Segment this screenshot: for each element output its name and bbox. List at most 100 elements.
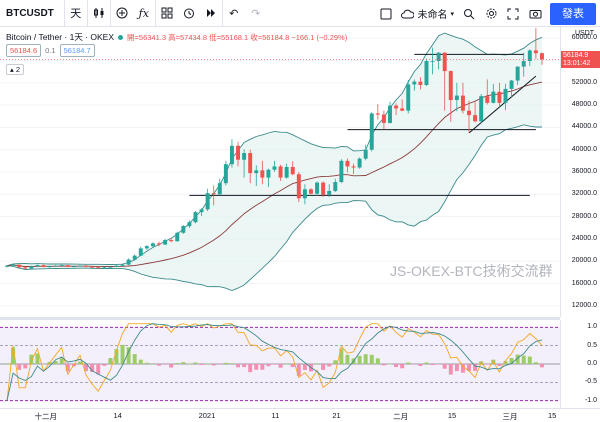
bar-countdown: 13:01:42 xyxy=(563,60,591,68)
candle-body xyxy=(163,240,168,245)
save-layout-button[interactable]: 未命名 ▾ xyxy=(397,0,458,27)
chart-legend: Bitcoin / Tether · 1天 · OKEX 開=56341.3 高… xyxy=(6,31,347,43)
histogram-bar xyxy=(260,364,265,370)
snapshot-camera-icon[interactable] xyxy=(524,0,546,27)
oscillator-axis-label: 0.0 xyxy=(587,360,597,367)
publish-button[interactable]: 發表 xyxy=(550,2,596,25)
oscillator-pane[interactable] xyxy=(0,320,560,408)
price-axis[interactable]: USDT 60000.056000.052000.048000.044000.0… xyxy=(560,27,600,317)
settings-gear-icon[interactable] xyxy=(480,0,502,27)
quick-search-icon[interactable] xyxy=(458,0,480,27)
candle-body xyxy=(5,265,10,267)
candle-body xyxy=(467,110,471,116)
price-axis-label: 28000.0 xyxy=(571,212,597,220)
candle-body xyxy=(424,61,429,85)
candle-body xyxy=(315,182,320,194)
candle-body xyxy=(290,166,295,175)
oscillator-axis[interactable]: 1.0 0.5 0.0 -0.5 -1.0 xyxy=(560,320,600,408)
time-axis-label: 2021 xyxy=(198,411,216,420)
layout-select-icon[interactable] xyxy=(375,0,397,27)
histogram-bar xyxy=(521,355,526,364)
last-price: 56184.9 xyxy=(563,52,589,60)
histogram-bar xyxy=(485,364,490,365)
time-axis[interactable]: 十二月 14 2021 11 21 二月 15 三月 15 xyxy=(0,408,600,422)
histogram-bar xyxy=(473,364,478,371)
candle-body xyxy=(205,193,210,210)
histogram-bar xyxy=(126,347,131,364)
histogram-bar xyxy=(412,364,417,365)
candle-body xyxy=(199,209,204,213)
undo-icon[interactable]: ↶ xyxy=(229,7,239,20)
ohlc-values: 開=56341.3 高=57434.8 低=55168.1 收=56184.8 … xyxy=(127,32,348,42)
candle-body xyxy=(509,80,514,89)
histogram-bar xyxy=(248,364,253,373)
interval-button[interactable]: 天 xyxy=(70,8,82,20)
histogram-bar xyxy=(339,348,344,364)
time-axis-label: 十二月 xyxy=(34,412,57,421)
candle-body xyxy=(150,243,155,247)
candle-body xyxy=(181,226,186,233)
histogram-bar xyxy=(448,364,453,375)
histogram-bar xyxy=(150,364,155,365)
redo-icon[interactable]: ↷ xyxy=(251,7,261,20)
fullscreen-icon[interactable] xyxy=(502,0,524,27)
candle-body xyxy=(211,193,216,195)
histogram-bar xyxy=(454,364,459,372)
histogram-bar xyxy=(90,364,95,372)
time-axis-label: 11 xyxy=(271,411,280,420)
histogram-bar xyxy=(515,354,520,364)
histogram-bar xyxy=(394,364,399,368)
price-chart[interactable] xyxy=(0,27,560,317)
histogram-bar xyxy=(442,364,447,369)
candle-body xyxy=(138,248,143,256)
histogram-bar xyxy=(132,354,137,364)
indicator-param: 0.1 xyxy=(45,46,56,55)
candle-body xyxy=(345,160,350,167)
indicators-icon[interactable]: ƒx xyxy=(138,6,149,20)
candle-body xyxy=(418,81,423,85)
candle-body xyxy=(327,190,332,195)
candle-body xyxy=(102,267,107,269)
candle-body xyxy=(479,96,484,122)
alert-clock-icon[interactable] xyxy=(178,0,200,27)
bar-style-icon[interactable] xyxy=(88,0,110,27)
candle-body xyxy=(503,88,508,103)
symbol-search-button[interactable]: BTCUSDT xyxy=(0,0,65,27)
time-axis-label: 三月 xyxy=(502,412,518,421)
histogram-bar xyxy=(321,364,326,370)
histogram-bar xyxy=(181,362,186,364)
replay-icon[interactable] xyxy=(200,0,222,27)
compare-add-icon[interactable] xyxy=(111,0,133,27)
time-axis-label: 14 xyxy=(113,411,122,420)
histogram-bar xyxy=(284,363,289,365)
candle-body xyxy=(339,160,344,183)
histogram-bar xyxy=(157,364,161,366)
candle-body xyxy=(23,267,28,269)
candle-body xyxy=(321,182,326,195)
pane-divider[interactable] xyxy=(0,317,560,320)
histogram-bar xyxy=(369,354,374,364)
candle-body xyxy=(217,183,222,195)
histogram-bar xyxy=(59,358,64,364)
histogram-bar xyxy=(430,364,435,366)
histogram-bar xyxy=(278,364,283,368)
candle-body xyxy=(302,189,307,199)
histogram-bar xyxy=(467,364,471,371)
chevron-up-icon: ▴ xyxy=(10,65,14,74)
top-toolbar: BTCUSDT 天 ƒx ↶ ↷ 未命名 ▾ xyxy=(0,0,600,27)
oscillator-fast-line xyxy=(6,323,543,401)
legend-collapse-button[interactable]: ▴ 2 xyxy=(6,64,25,75)
histogram-bar xyxy=(175,363,180,364)
candle-body xyxy=(412,81,417,85)
candle-body xyxy=(284,166,289,178)
candle-body xyxy=(394,105,399,109)
layout-icon[interactable] xyxy=(156,0,178,27)
candle-body xyxy=(497,91,502,103)
candle-body xyxy=(485,96,490,103)
histogram-bar xyxy=(254,364,259,370)
histogram-bar xyxy=(242,364,247,368)
oscillator-histogram xyxy=(5,344,544,376)
histogram-bar xyxy=(333,360,338,364)
oscillator-axis-label: -0.5 xyxy=(584,378,597,386)
candle-body xyxy=(406,84,411,111)
